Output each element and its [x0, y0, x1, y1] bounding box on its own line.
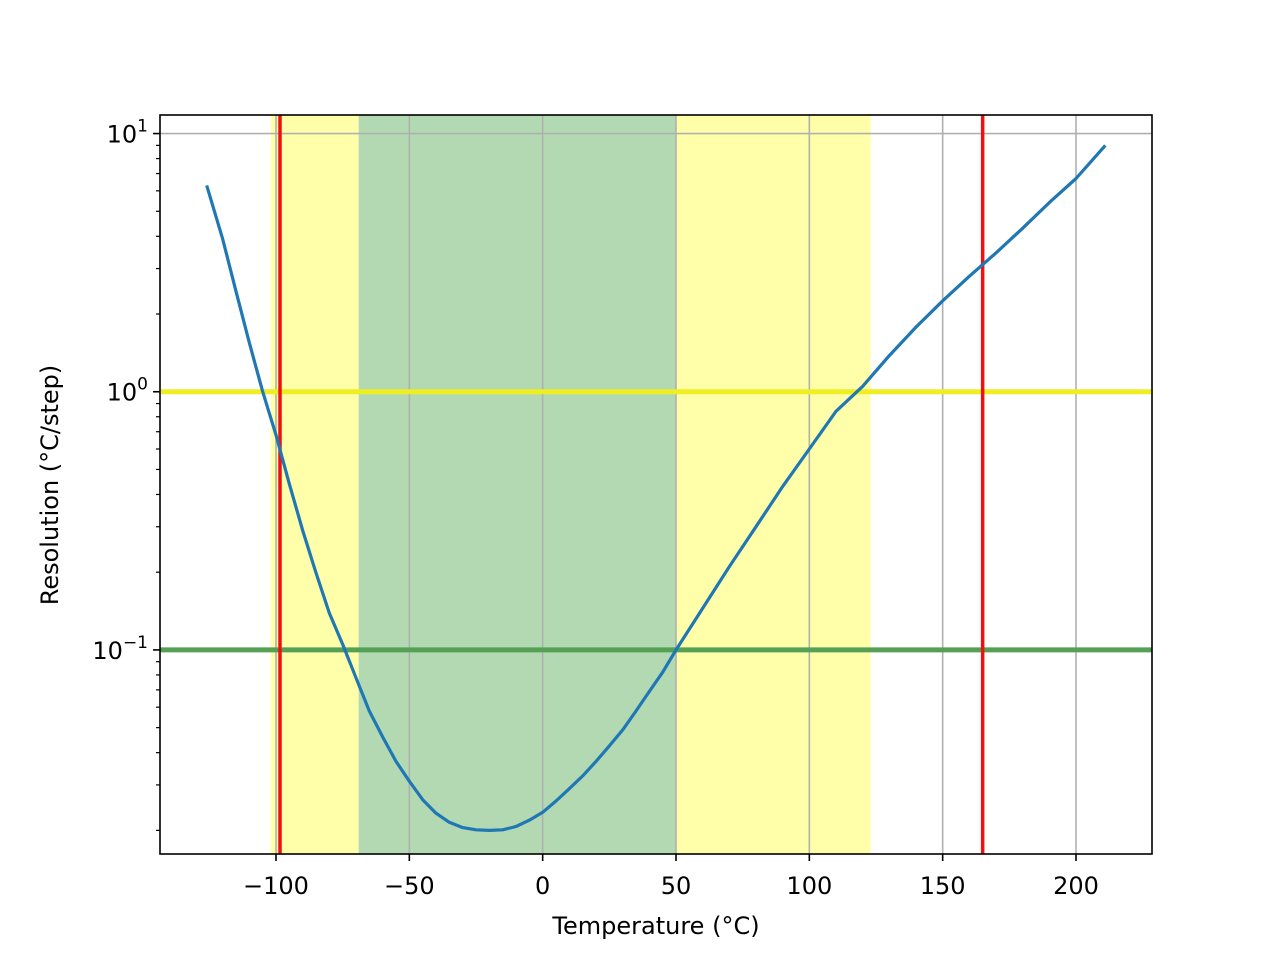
data-series: [205, 144, 1107, 832]
x-axis-ticks: −100 −50 0 50 100 150 200: [243, 854, 1099, 900]
y-axis-ticks: 10−1 100 101: [92, 117, 160, 831]
series-line-1: [205, 144, 1107, 832]
y-axis-label: Resolution (°C/step): [36, 365, 64, 606]
band-3: [676, 115, 871, 854]
shaded-bands: [270, 115, 871, 854]
x-tick-label: 150: [920, 872, 966, 900]
y-tick-label: 101: [107, 117, 148, 149]
plot-frame: [159, 114, 1153, 855]
x-tick-label: −50: [384, 872, 435, 900]
x-tick-label: 200: [1053, 872, 1099, 900]
vertical-reference-lines: [278, 115, 985, 854]
y-tick-label: 100: [107, 375, 148, 407]
x-tick-label: 0: [535, 872, 550, 900]
horizontal-reference-lines: [160, 389, 1152, 653]
x-axis-label: Temperature (°C): [551, 912, 759, 940]
y-tick-label: 10−1: [92, 633, 148, 665]
band-2: [358, 115, 676, 854]
x-tick-label: −100: [243, 872, 309, 900]
band-1: [270, 115, 359, 854]
x-tick-label: 50: [661, 872, 692, 900]
x-tick-label: 100: [786, 872, 832, 900]
